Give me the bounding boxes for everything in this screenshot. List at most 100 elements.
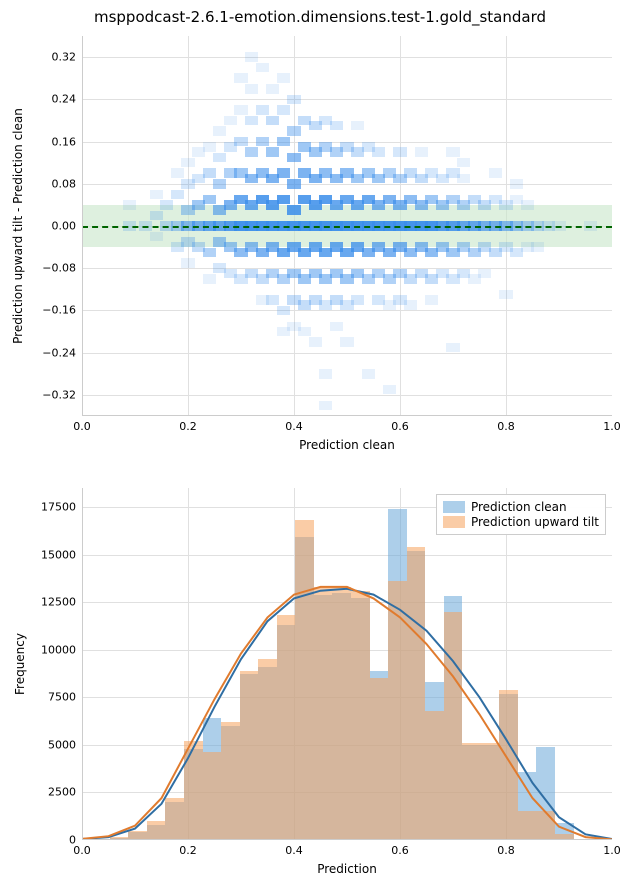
density-cell <box>245 116 258 126</box>
panel1-xtick: 0.6 <box>391 420 409 433</box>
density-cell <box>319 369 332 379</box>
panel2-ytick: 15000 <box>26 548 76 561</box>
histogram-panel: Prediction cleanPrediction upward tilt <box>82 488 612 840</box>
density-cell <box>203 274 216 284</box>
density-cell <box>446 343 459 353</box>
histogram-plot-area: Prediction cleanPrediction upward tilt <box>82 488 612 840</box>
density-cell <box>309 337 322 347</box>
panel2-xtick: 0.8 <box>497 844 515 857</box>
panel1-xtick: 0.0 <box>73 420 91 433</box>
density-cell <box>245 84 258 94</box>
panel1-ytick: −0.32 <box>26 388 76 401</box>
density-cell <box>266 295 279 305</box>
density-cell <box>287 126 300 136</box>
panel1-xtick: 0.2 <box>179 420 197 433</box>
grid-h <box>82 184 612 185</box>
panel1-ytick: −0.16 <box>26 304 76 317</box>
density-cell <box>203 142 216 152</box>
density-cell <box>181 158 194 168</box>
scatter-panel <box>82 36 612 416</box>
density-cell <box>171 168 184 178</box>
scatter-plot-area <box>82 36 612 416</box>
density-cell <box>213 179 226 189</box>
legend-label: Prediction upward tilt <box>471 515 599 529</box>
density-cell <box>330 121 343 131</box>
panel2-ytick: 10000 <box>26 643 76 656</box>
panel1-xlabel: Prediction clean <box>299 438 395 452</box>
density-cell <box>256 137 269 147</box>
panel2-xtick: 0.4 <box>285 844 303 857</box>
density-cell <box>446 147 459 157</box>
panel2-ytick: 12500 <box>26 596 76 609</box>
panel2-spine-bottom <box>82 839 612 840</box>
density-cell <box>457 158 470 168</box>
density-cell <box>404 300 417 310</box>
density-cell <box>256 105 269 115</box>
density-cell <box>340 337 353 347</box>
density-cell <box>415 147 428 157</box>
panel2-ytick: 7500 <box>26 691 76 704</box>
density-cell <box>150 232 163 242</box>
density-cell <box>510 179 523 189</box>
panel1-xtick: 1.0 <box>603 420 621 433</box>
density-cell <box>256 63 269 73</box>
panel2-ytick: 5000 <box>26 738 76 751</box>
legend-swatch <box>443 516 465 528</box>
density-cell <box>203 248 216 258</box>
density-cell <box>277 195 290 205</box>
panel2-spine-left <box>82 488 83 840</box>
legend-item: Prediction upward tilt <box>443 515 599 529</box>
density-cell <box>478 269 491 279</box>
panel1-ytick: 0.00 <box>26 220 76 233</box>
density-cell <box>425 295 438 305</box>
density-cell <box>245 52 258 62</box>
density-cell <box>266 116 279 126</box>
density-cell <box>203 195 216 205</box>
density-cell <box>362 369 375 379</box>
legend-item: Prediction clean <box>443 500 599 514</box>
panel1-ytick: −0.08 <box>26 262 76 275</box>
panel2-ytick: 2500 <box>26 786 76 799</box>
density-cell <box>298 327 311 337</box>
panel2-ylabel: Frequency <box>13 633 27 695</box>
density-cell <box>224 116 237 126</box>
density-cell <box>245 147 258 157</box>
density-cell <box>372 147 385 157</box>
kde-line-tilt <box>82 587 612 840</box>
grid-h <box>82 310 612 311</box>
density-cell <box>330 322 343 332</box>
panel1-ylabel: Prediction upward tilt - Prediction clea… <box>11 108 25 344</box>
density-cell <box>489 168 502 178</box>
figure: msppodcast-2.6.1-emotion.dimensions.test… <box>0 0 640 880</box>
density-cell <box>171 190 184 200</box>
zero-reference-line <box>82 226 612 228</box>
density-cell <box>531 242 544 252</box>
density-cell <box>266 84 279 94</box>
density-cell <box>287 95 300 105</box>
kde-line-clean <box>82 589 612 839</box>
panel1-spine-left <box>82 36 83 416</box>
density-cell <box>234 137 247 147</box>
panel1-ytick: −0.24 <box>26 346 76 359</box>
density-cell <box>277 73 290 83</box>
legend-label: Prediction clean <box>471 500 567 514</box>
kde-overlay <box>82 488 612 840</box>
density-cell <box>234 73 247 83</box>
grid-h <box>82 57 612 58</box>
panel1-ytick: 0.32 <box>26 51 76 64</box>
panel2-xtick: 1.0 <box>603 844 621 857</box>
panel2-ytick: 17500 <box>26 501 76 514</box>
legend: Prediction cleanPrediction upward tilt <box>436 494 606 535</box>
panel2-xtick: 0.2 <box>179 844 197 857</box>
grid-h <box>82 395 612 396</box>
density-cell <box>213 153 226 163</box>
density-cell <box>319 401 332 411</box>
density-cell <box>287 179 300 189</box>
density-cell <box>181 258 194 268</box>
density-cell <box>499 290 512 300</box>
panel2-ytick: 0 <box>26 834 76 847</box>
density-cell <box>351 121 364 131</box>
density-cell <box>150 211 163 221</box>
density-cell <box>123 200 136 210</box>
panel1-ytick: 0.16 <box>26 135 76 148</box>
